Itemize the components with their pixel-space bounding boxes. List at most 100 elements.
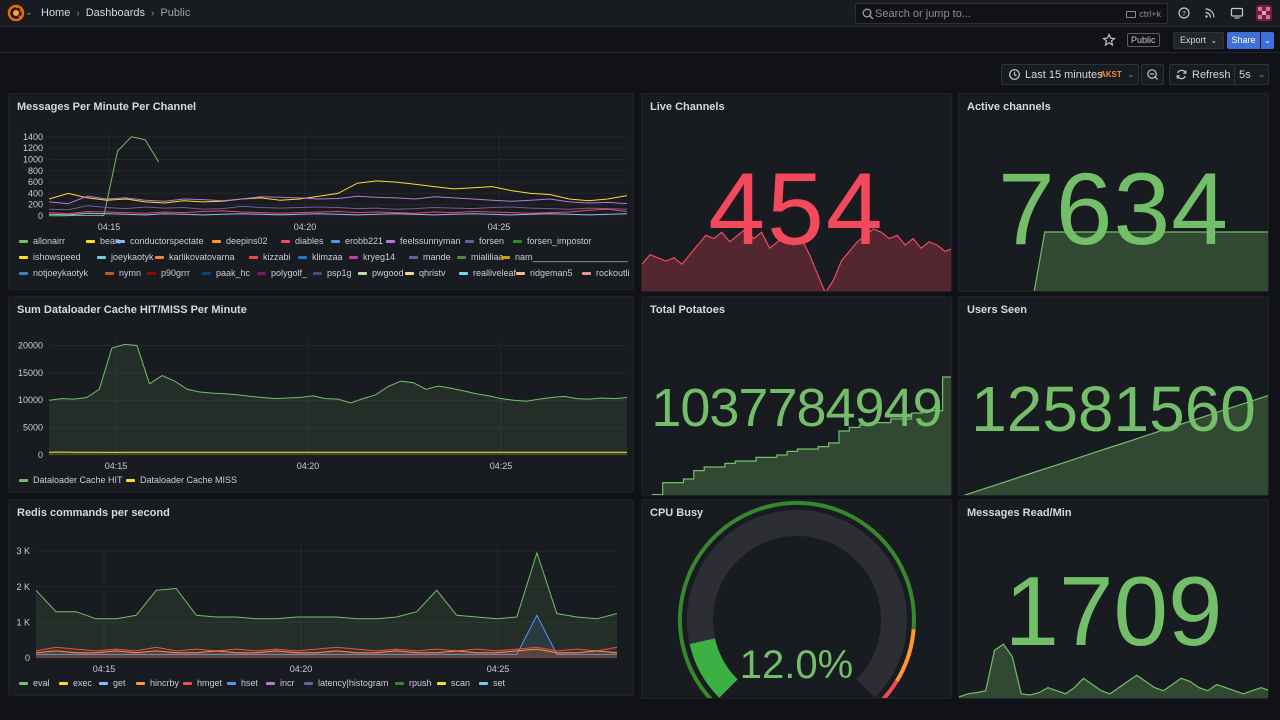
y-tick-label: 1000 <box>23 154 43 164</box>
legend-item[interactable]: set <box>479 678 505 688</box>
legend-item[interactable]: rpush <box>395 678 432 688</box>
legend-item[interactable]: hincrby <box>136 678 179 688</box>
legend-item[interactable]: qhristv <box>405 268 446 278</box>
panel-title: Sum Dataloader Cache HIT/MISS Per Minute <box>17 304 247 316</box>
breadcrumb-dashboards[interactable]: Dashboards <box>85 7 146 19</box>
legend-item[interactable]: erobb221 <box>331 236 383 246</box>
legend-label: p90grrr <box>161 268 191 278</box>
panel-total-potatoes[interactable]: Total Potatoes 1037784949 <box>641 296 952 496</box>
legend-item[interactable]: rockoutli <box>582 268 630 278</box>
x-tick-label: 04:20 <box>290 664 313 674</box>
legend-swatch <box>147 271 156 275</box>
kiosk-monitor-icon[interactable] <box>1230 6 1244 20</box>
legend-swatch <box>298 255 307 259</box>
legend-item[interactable]: nam___________________ <box>501 252 628 262</box>
share-button[interactable]: Share <box>1227 32 1260 49</box>
legend-item[interactable]: incr <box>266 678 295 688</box>
chevron-down-icon: ⌄ <box>1264 36 1271 45</box>
help-icon[interactable]: ? <box>1177 6 1191 20</box>
legend-item[interactable]: karlikovatovarna <box>155 252 235 262</box>
legend-item[interactable]: realliveleaf <box>459 268 516 278</box>
export-button[interactable]: Export ⌄ <box>1173 32 1225 49</box>
series-area-Dataloader-Cache-HIT <box>49 344 627 455</box>
panel-active-channels[interactable]: Active channels 7634 <box>958 93 1269 292</box>
legend-item[interactable]: forsen <box>465 236 504 246</box>
refresh-picker[interactable]: Refresh 5s ⌄ <box>1169 64 1269 85</box>
legend-label: erobb221 <box>345 236 384 246</box>
legend-item[interactable]: polygolf_ <box>257 268 307 278</box>
legend-swatch <box>331 239 340 243</box>
keyboard-icon <box>1126 10 1137 18</box>
legend-item[interactable]: allonairr <box>19 236 65 246</box>
panel-users-seen[interactable]: Users Seen 12581560 <box>958 296 1269 496</box>
legend-item[interactable]: scan <box>437 678 470 688</box>
panel-cpu-busy[interactable]: CPU Busy 12.0% <box>641 499 952 699</box>
panel-messages-per-minute[interactable]: Messages Per Minute Per Channel 0 200 400 6… <box>8 93 634 290</box>
y-tick-label: 15000 <box>18 368 43 378</box>
user-avatar[interactable] <box>1256 5 1272 21</box>
legend-item[interactable]: ishowspeed <box>19 252 81 262</box>
legend-item[interactable]: ridgeman5 <box>516 268 573 278</box>
time-range-picker[interactable]: Last 15 minutes AKST ⌄ <box>1001 64 1139 85</box>
legend-item[interactable]: mande <box>409 252 451 262</box>
legend-swatch <box>513 239 522 243</box>
legend-item[interactable]: p90grrr <box>147 268 190 278</box>
legend-item[interactable]: bean <box>86 236 120 246</box>
legend-swatch <box>257 271 266 275</box>
legend-swatch <box>349 255 358 259</box>
legend-item[interactable]: kizzabi <box>249 252 291 262</box>
panel-messages-read[interactable]: Messages Read/Min 1709 <box>958 499 1269 699</box>
dashboard-toolbar: Public Export ⌄ Share ⌄ <box>0 27 1280 53</box>
series-line-diables <box>48 208 628 215</box>
legend-item[interactable]: klimzaa <box>298 252 343 262</box>
legend-item[interactable]: psp1g <box>313 268 352 278</box>
y-tick-label: 0 <box>25 653 30 663</box>
share-options-button[interactable]: ⌄ <box>1261 32 1274 49</box>
legend-item[interactable]: notjoeykaotyk <box>19 268 88 278</box>
panel-live-channels[interactable]: Live Channels 454 <box>641 93 952 292</box>
legend-item[interactable]: Dataloader Cache HIT <box>19 475 123 485</box>
legend-swatch <box>19 239 28 243</box>
legend-label: kryeg14 <box>363 252 396 262</box>
series-area-hincrby <box>36 649 617 658</box>
legend-item[interactable]: feelssunnyman <box>386 236 461 246</box>
legend-label: rockoutli <box>596 268 630 278</box>
legend-item[interactable]: paak_hc <box>202 268 250 278</box>
sparkline-area <box>642 229 951 291</box>
panel-title: Live Channels <box>650 101 725 113</box>
panel-title: Messages Read/Min <box>967 507 1072 519</box>
breadcrumb-home[interactable]: Home <box>41 7 71 19</box>
legend-item[interactable]: eval <box>19 678 50 688</box>
legend-item[interactable]: mialiliaa <box>457 252 504 262</box>
public-badge: Public <box>1127 33 1160 47</box>
legend-label: set <box>493 678 506 688</box>
legend-item[interactable]: Dataloader Cache MISS <box>126 475 237 485</box>
legend-item[interactable]: diables <box>281 236 324 246</box>
panel-redis-commands[interactable]: Redis commands per second 0 1 K 2 K 3 K 04:1… <box>8 499 634 696</box>
search-placeholder: Search or jump to... <box>875 8 971 20</box>
news-rss-icon[interactable] <box>1203 6 1217 20</box>
legend-item[interactable]: exec <box>59 678 92 688</box>
gauge-threshold-red <box>881 680 899 698</box>
gauge-value-arc <box>689 637 738 698</box>
legend-item[interactable]: hset <box>227 678 258 688</box>
legend-item[interactable]: nymn <box>105 268 141 278</box>
zoom-out-button[interactable] <box>1141 64 1164 85</box>
legend-item[interactable]: forsen_impostor <box>513 236 592 246</box>
legend-item[interactable]: conductorspectate <box>116 236 204 246</box>
grafana-logo-icon[interactable] <box>7 4 25 22</box>
legend-item[interactable]: pwgood <box>358 268 404 278</box>
legend-swatch <box>212 239 221 243</box>
legend-item[interactable]: kryeg14 <box>349 252 395 262</box>
star-icon[interactable] <box>1102 33 1116 47</box>
panel-dataloader-cache[interactable]: Sum Dataloader Cache HIT/MISS Per Minute… <box>8 296 634 493</box>
legend-item[interactable]: hmget <box>183 678 222 688</box>
legend-item[interactable]: joeykaotyk <box>97 252 154 262</box>
chevron-down-icon[interactable]: ⌄ <box>25 7 33 17</box>
active-channels-sparkline <box>1033 231 1268 291</box>
legend-item[interactable]: latency|histogram <box>304 678 388 688</box>
legend-item[interactable]: deepins02 <box>212 236 268 246</box>
search-input[interactable]: Search or jump to... ctrl+k <box>855 3 1168 24</box>
legend-item[interactable]: get <box>99 678 126 688</box>
breadcrumb: Home › Dashboards › Public <box>41 7 190 19</box>
